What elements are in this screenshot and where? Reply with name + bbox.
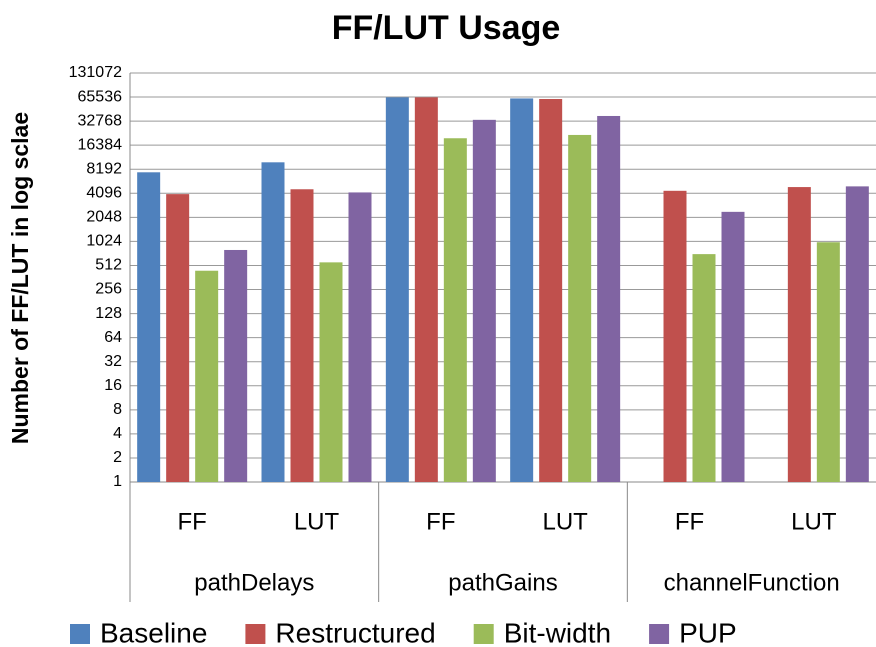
y-tick-label: 8	[113, 401, 122, 418]
y-tick-label: 2048	[86, 209, 122, 226]
y-tick-label: 8192	[86, 160, 122, 177]
bar	[510, 98, 534, 482]
y-tick-label: 128	[95, 305, 122, 322]
bar	[721, 211, 745, 482]
bar	[224, 249, 248, 482]
bar	[568, 134, 592, 482]
y-tick-label: 4	[113, 425, 122, 442]
legend-swatch	[649, 624, 670, 644]
bar	[290, 189, 314, 482]
legend-swatch	[245, 624, 266, 644]
x-tick-label: FF	[178, 508, 207, 535]
bar	[816, 242, 840, 482]
bar	[845, 186, 869, 482]
bar	[137, 172, 161, 482]
bar	[443, 138, 467, 482]
group-label: channelFunction	[664, 569, 840, 596]
group-label: pathDelays	[194, 569, 314, 596]
bar	[787, 187, 811, 483]
group-label: pathGains	[448, 569, 557, 596]
legend-label: Bit-width	[504, 617, 611, 647]
y-tick-label: 32768	[78, 112, 123, 129]
bar	[692, 254, 716, 482]
bar	[472, 119, 496, 483]
bar	[261, 162, 285, 482]
bar	[348, 192, 372, 482]
y-tick-label: 131072	[69, 64, 122, 81]
legend-swatch	[473, 624, 494, 644]
y-tick-label: 32	[104, 353, 122, 370]
y-tick-label: 1	[113, 473, 122, 490]
y-tick-label: 1024	[86, 233, 122, 250]
y-tick-label: 65536	[78, 88, 123, 105]
x-tick-label: LUT	[542, 508, 588, 535]
y-tick-label: 64	[104, 329, 122, 346]
chart-title: FF/LUT Usage	[332, 9, 561, 47]
bar	[539, 98, 563, 482]
bar	[166, 194, 190, 482]
y-tick-label: 2	[113, 449, 122, 466]
x-tick-label: FF	[675, 508, 704, 535]
legend-label: PUP	[679, 617, 737, 647]
x-tick-label: LUT	[791, 508, 837, 535]
y-tick-label: 16384	[78, 136, 123, 153]
bar	[663, 190, 687, 482]
legend-swatch	[70, 624, 90, 644]
bar	[597, 115, 621, 483]
y-tick-label: 16	[104, 377, 122, 394]
y-axis-label: Number of FF/LUT in log sclae	[7, 112, 33, 444]
y-tick-label: 256	[95, 281, 122, 298]
bar	[195, 270, 219, 482]
y-tick-label: 4096	[86, 185, 122, 202]
bar	[414, 97, 438, 482]
y-tick-label: 512	[95, 257, 122, 274]
x-tick-label: FF	[426, 508, 455, 535]
legend-label: Baseline	[100, 617, 207, 647]
legend-label: Restructured	[275, 617, 435, 647]
x-tick-label: LUT	[294, 508, 340, 535]
bar	[385, 97, 409, 482]
bar	[319, 262, 343, 482]
